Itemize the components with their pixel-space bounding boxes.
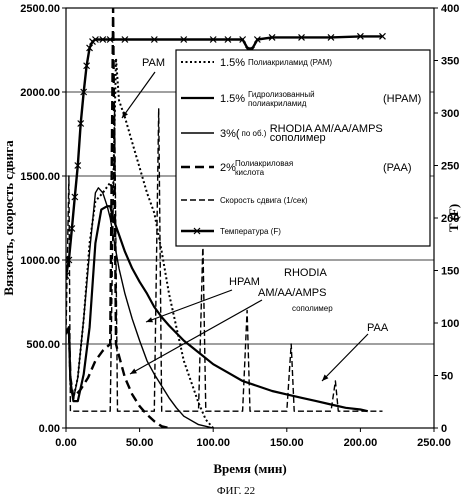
legend-marker [193,227,201,235]
figure-caption: ФИГ. 22 [217,485,255,497]
x-tick-label: 150.00 [270,437,304,449]
temperature-point [80,88,88,96]
annotation-pam-arrow [121,71,156,119]
series-line-3 [66,8,170,428]
x-tick-label: 200.00 [344,437,378,449]
legend-text: Полиакриловая [235,159,293,168]
x-tick-label: 0.00 [55,437,76,449]
temperature-point [121,36,129,43]
legend-mid: по об.) [242,129,267,138]
legend-prefix: 3%( [220,128,240,140]
temperature-point [99,36,107,43]
annotation-rhodia-2: AM/AA/AMPS [258,287,326,299]
temperature-point [253,36,261,43]
temperature-point [180,36,188,43]
temperature-point [239,36,247,43]
y2-tick-label: 250 [441,161,459,173]
legend-text: Полиакриламид (PAM) [248,58,332,67]
annotation-paa: PAA [367,322,389,334]
annotation-paa-arrow-head [322,374,329,381]
legend-text: Температура (F) [220,227,281,236]
y2-tick-label: 200 [441,213,459,225]
legend-text: RHODIA AM/AA/AMPS [270,123,383,135]
y-tick-label: 1000.00 [20,255,60,267]
annotation-rhodia-1: RHODIA [284,267,327,279]
series-line-1 [66,205,369,413]
legend-text: Скорость сдвига (1/сек) [220,196,308,205]
legend: 1.5% Полиакриламид (PAM)1.5% Гидролизованн… [175,49,431,247]
annotation-rhodia-arrow [129,299,263,375]
annotation-hpam-arrow-head [146,317,153,323]
temperature-point [92,36,99,43]
temperature-point [66,272,70,280]
y-tick-label: 0.00 [39,423,60,435]
legend-item-5: Температура (F) [181,227,281,236]
y-tick-label: 500.00 [26,339,60,351]
y-tick-label: 2500.00 [20,3,60,15]
legend-box [175,49,431,247]
temperature-point [77,120,85,127]
annotation-paa-arrow [321,333,369,382]
y2-tick-label: 100 [441,318,459,330]
annotation-hpam: HPAM [229,276,260,288]
temperature-point [209,36,217,43]
x-axis-title: Время (мин) [213,461,286,476]
temperature-point [106,36,114,43]
temperature-point [86,44,93,52]
annotation-pam-arrow-head [122,111,128,118]
temperature-point [150,36,158,43]
annotation-rhodia-arrow-head [130,368,137,374]
temperature-point [224,36,232,43]
legend-suffix: (HPAM) [383,93,421,105]
legend-text: сополимер [270,132,326,144]
legend-text: полиакриламид [248,99,307,108]
legend-prefix: 1.5% [220,57,245,69]
y2-tick-label: 350 [441,56,459,68]
y2-tick-label: 150 [441,266,459,278]
x-tick-label: 250.00 [417,437,451,449]
temperature-point [83,62,91,70]
temperature-point [327,33,335,41]
series-line-4 [66,108,383,412]
annotation-hpam-arrow [145,289,233,323]
y2-tick-label: 400 [441,3,459,15]
x-tick-label: 100.00 [196,437,230,449]
y2-tick-label: 300 [441,108,459,120]
y-axis-title: Вязкость, скорость сдвига [1,140,16,296]
temperature-point [66,256,73,264]
annotations: PAM HPAM RHODIA AM/AA/AMPS сополимер PAA [121,57,389,382]
y-tick-label: 1500.00 [20,171,60,183]
x-tick-label: 50.00 [126,437,154,449]
y2-axis-title: T (F) [446,204,461,232]
series-group [66,8,386,428]
legend-text: кислота [235,168,265,177]
temperature-point [71,193,79,201]
y2-tick-label: 50 [441,371,453,383]
annotation-pam: PAM [142,57,165,69]
y2-tick-label: 0 [441,423,447,435]
y-tick-label: 2000.00 [20,87,60,99]
legend-prefix: 1.5% [220,93,245,105]
legend-item-4: Скорость сдвига (1/сек) [181,196,308,205]
temperature-point [74,162,82,169]
legend-prefix: 2% [220,162,236,174]
temperature-point [268,33,276,41]
temperature-point [356,32,364,40]
temperature-point [68,225,76,232]
legend-text: Гидролизованный [248,90,315,99]
temperature-point [379,32,386,40]
legend-suffix: (PAA) [383,162,412,174]
temperature-point [298,33,305,41]
annotation-rhodia-3: сополимер [292,304,333,313]
legend-item-0: 1.5% Полиакриламид (PAM) [181,57,332,69]
